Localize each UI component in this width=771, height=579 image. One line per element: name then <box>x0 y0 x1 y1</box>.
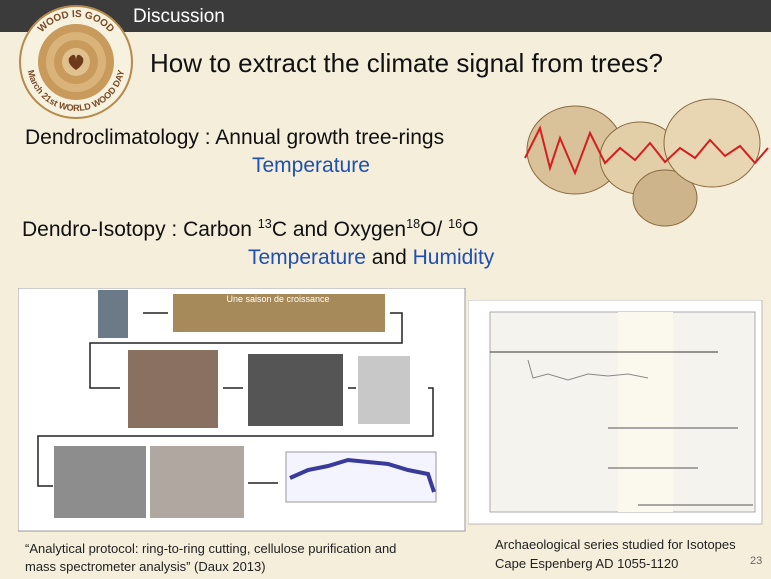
highlight: Temperature and Humidity <box>248 246 494 270</box>
section-title: Discussion <box>133 6 225 27</box>
highlight: Temperature <box>252 154 370 177</box>
sup: 16 <box>448 217 463 231</box>
caption-line: mass spectrometer analysis” (Daux 2013) <box>25 559 266 574</box>
label: Dendroclimatology : <box>25 126 211 149</box>
text: Humidity <box>412 246 495 269</box>
tree-rings-image <box>524 98 769 227</box>
line: Dendro-Isotopy : Carbon 13C and Oxygen18… <box>22 217 478 242</box>
text: O/ <box>420 218 449 241</box>
caption-line: Archaeological series studied for Isotop… <box>495 537 736 552</box>
slide-title: How to extract the climate signal from t… <box>150 48 663 78</box>
caption: Archaeological series studied for Isotop… <box>495 535 736 573</box>
caption: “Analytical protocol: ring-to-ring cutti… <box>25 540 396 576</box>
text: C and Oxygen <box>271 218 407 241</box>
line: Dendroclimatology : Annual growth tree-r… <box>25 126 444 150</box>
photo-label: Une saison de croissance <box>226 294 329 304</box>
sup: 13 <box>257 217 272 231</box>
sup: 18 <box>406 217 421 231</box>
text: O <box>462 218 479 241</box>
text: and <box>365 246 413 269</box>
text: Annual growth tree-rings <box>215 126 445 149</box>
series-figure <box>468 300 763 525</box>
protocol-figure: Une saison de croissance <box>18 288 466 532</box>
caption-line: Cape Espenberg AD 1055-1120 <box>495 556 679 571</box>
header-bar <box>0 0 771 32</box>
text: Temperature <box>248 246 366 269</box>
text: Dendro-Isotopy : Carbon <box>22 218 258 241</box>
logo: WOOD IS GOOD March 21st WORLD WOOD DAY <box>19 5 133 119</box>
page-number: 23 <box>750 555 763 567</box>
caption-line: “Analytical protocol: ring-to-ring cutti… <box>25 541 397 556</box>
